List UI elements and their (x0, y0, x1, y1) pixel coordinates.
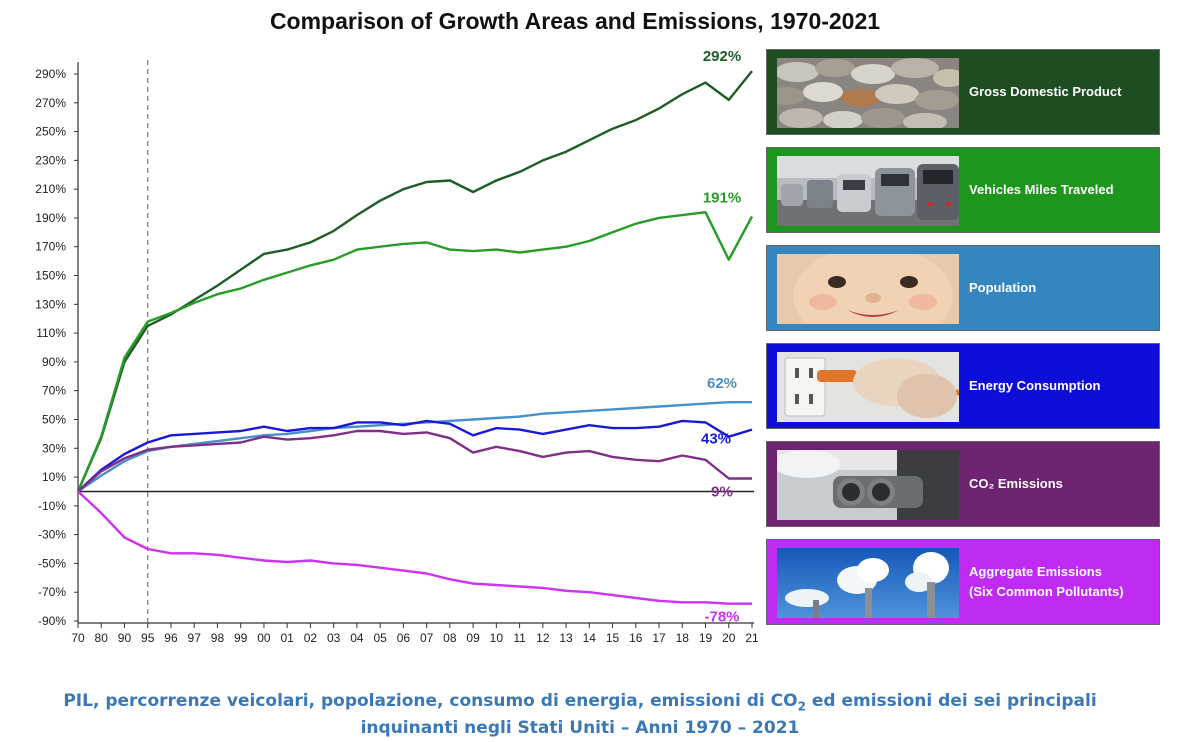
line-chart: 290% 270% 250% 230% 210% 190% 170% 150% 130% 110%… (35, 48, 759, 645)
y-tick-label: 70% (42, 384, 66, 398)
x-tick-label: 16 (629, 631, 643, 645)
x-tick-label: 13 (559, 631, 573, 645)
legend-label: CO₂ Emissions (969, 476, 1063, 491)
legend-item-gdp: Gross Domestic Product (766, 49, 1160, 135)
x-tick-label: 96 (164, 631, 178, 645)
y-tick-label: 250% (35, 125, 66, 139)
exhaust-pipe-image (777, 450, 959, 520)
baby-image (777, 254, 959, 324)
x-tick-label: 17 (652, 631, 666, 645)
end-labels: 292% 191% 62% 43% 9% -78% (701, 48, 741, 626)
y-tick-label: 150% (35, 269, 66, 283)
y-tick-label: 230% (35, 153, 66, 167)
x-tick-label: 11 (513, 631, 526, 645)
series-layer (76, 70, 754, 605)
x-tick-label: 00 (257, 631, 271, 645)
series-end-label: 43% (701, 431, 731, 448)
x-tick-label: 98 (211, 631, 225, 645)
x-tick-label: 18 (676, 631, 690, 645)
legend-label: Aggregate Emissions (Six Common Pollutan… (969, 564, 1124, 599)
legend-item-aggregate: Aggregate Emissions (Six Common Pollutan… (766, 539, 1160, 625)
series-end-label: -78% (704, 609, 739, 626)
axes (77, 60, 754, 624)
plug-image (777, 352, 959, 422)
smokestacks-image (777, 548, 959, 618)
y-tick-label: -10% (38, 499, 66, 513)
x-tick-label: 19 (699, 631, 713, 645)
x-tick-label: 21 (745, 631, 759, 645)
y-tick-label: 170% (35, 240, 66, 254)
legend-label: Gross Domestic Product (969, 84, 1122, 99)
x-tick-label: 09 (466, 631, 480, 645)
y-tick-label: 50% (42, 412, 66, 426)
series-end-label: 9% (711, 483, 733, 500)
x-tick-label: 07 (420, 631, 434, 645)
y-tick-label: 190% (35, 211, 66, 225)
x-axis: 70 80 90 95 96 97 98 99 00 01 02 03 04 05 06 07 08 09 10 11… (71, 623, 759, 645)
y-tick-label: 210% (35, 182, 66, 196)
x-tick-label: 01 (280, 631, 294, 645)
traffic-image (777, 156, 959, 226)
x-tick-label: 90 (118, 631, 132, 645)
x-tick-label: 12 (536, 631, 550, 645)
series-line (77, 419, 753, 493)
series-line (76, 70, 753, 492)
x-tick-label: 08 (443, 631, 457, 645)
series-end-label: 292% (703, 48, 741, 65)
series-end-label: 191% (703, 190, 741, 207)
x-tick-label: 99 (234, 631, 248, 645)
y-tick-label: 10% (42, 470, 66, 484)
y-tick-label: -30% (38, 528, 66, 542)
x-tick-label: 02 (304, 631, 318, 645)
x-tick-label: 20 (722, 631, 736, 645)
legend-item-co2: CO₂ Emissions (766, 441, 1160, 527)
y-tick-label: 270% (35, 96, 66, 110)
y-tick-label: -50% (38, 556, 66, 570)
y-tick-label: 130% (35, 297, 66, 311)
legend-label: Vehicles Miles Traveled (969, 182, 1114, 197)
legend-label: Energy Consumption (969, 378, 1101, 393)
x-tick-label: 04 (350, 631, 364, 645)
chart-title: Comparison of Growth Areas and Emissions… (269, 8, 881, 34)
legend-item-energy: Energy Consumption (766, 343, 1160, 429)
x-tick-label: 10 (490, 631, 504, 645)
x-tick-label: 14 (583, 631, 597, 645)
legend-label: Population (969, 280, 1037, 295)
series-line (76, 210, 754, 492)
y-tick-label: -70% (38, 585, 66, 599)
series-end-label: 62% (707, 375, 737, 392)
y-tick-label: -90% (38, 614, 66, 628)
y-tick-label: 90% (42, 355, 66, 369)
x-tick-label: 70 (71, 631, 85, 645)
coins-image (777, 58, 959, 128)
legend-item-vmt: Vehicles Miles Traveled (766, 147, 1160, 233)
legend-item-population: Population (766, 245, 1160, 331)
figure-caption: PIL, percorrenze veicolari, popolazione,… (63, 691, 1097, 739)
x-tick-label: 03 (327, 631, 341, 645)
x-tick-label: 97 (188, 631, 202, 645)
y-tick-label: 290% (35, 67, 66, 81)
x-tick-label: 80 (95, 631, 109, 645)
y-tick-label: 30% (42, 441, 66, 455)
x-tick-label: 05 (373, 631, 387, 645)
x-tick-label: 06 (397, 631, 411, 645)
x-tick-label: 95 (141, 631, 155, 645)
y-axis: 290% 270% 250% 230% 210% 190% 170% 150% 130% 110%… (35, 67, 78, 628)
y-tick-label: 110% (36, 326, 66, 340)
x-tick-label: 15 (606, 631, 620, 645)
series-line (77, 429, 752, 493)
series-line (77, 490, 752, 605)
